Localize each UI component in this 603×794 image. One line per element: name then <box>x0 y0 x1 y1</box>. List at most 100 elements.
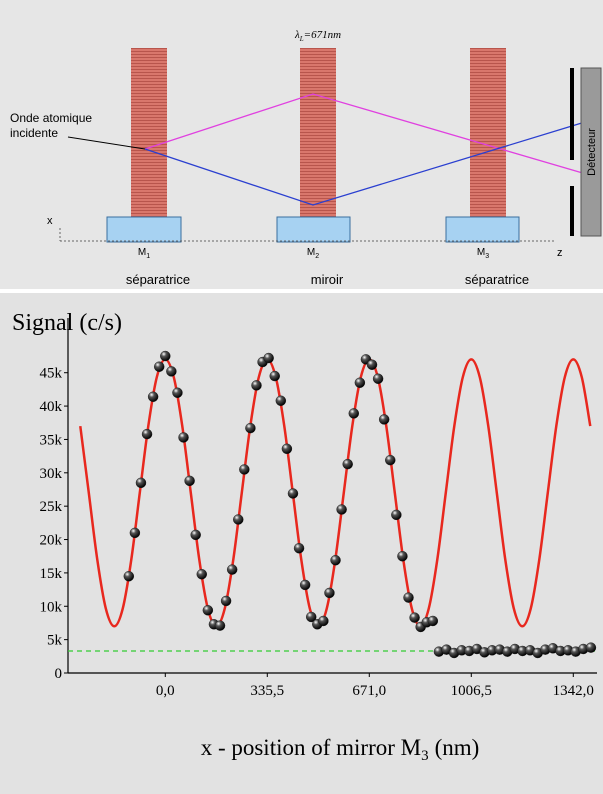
data-point <box>190 529 201 541</box>
data-point <box>403 592 414 603</box>
mirror-label: M1 <box>138 247 150 260</box>
data-point <box>166 366 177 377</box>
subscript: 3 <box>485 253 489 260</box>
symbol: λ <box>294 29 300 41</box>
data-point <box>202 605 214 616</box>
y-tick-label: 35k <box>40 432 63 448</box>
data-point <box>293 543 305 554</box>
data-point <box>251 380 262 391</box>
x-tick-label: 0,0 <box>156 683 175 699</box>
value: =671nm <box>304 29 341 41</box>
axis-z-label: z <box>557 247 563 259</box>
divider <box>0 289 603 293</box>
subscript: 1 <box>146 253 150 260</box>
x-tick-label: 671,0 <box>352 683 386 699</box>
data-point <box>178 432 189 443</box>
data-point <box>141 428 153 440</box>
laser-beam <box>470 48 506 218</box>
path-lower <box>144 121 586 206</box>
detector-label: Détecteur <box>586 128 598 176</box>
mirror-block <box>445 216 520 243</box>
data-point <box>172 387 183 398</box>
laser-beam <box>131 48 167 218</box>
y-tick-label: 40k <box>40 399 63 415</box>
data-point <box>135 477 147 489</box>
data-point <box>397 551 408 562</box>
axis-x-label: x <box>47 215 53 227</box>
data-point <box>366 359 378 370</box>
y-tick-label: 45k <box>40 366 63 382</box>
data-point <box>391 509 402 521</box>
data-point <box>299 579 311 591</box>
label: M <box>477 247 485 258</box>
y-tick-label: 15k <box>40 566 63 582</box>
y-tick-label: 25k <box>40 499 63 515</box>
data-point <box>129 527 141 539</box>
detector-slit <box>570 68 574 160</box>
mirror-role: séparatrice <box>465 272 529 287</box>
label: M <box>138 247 146 258</box>
data-point <box>233 514 244 525</box>
wavelength-label: λL=671nm <box>294 29 341 43</box>
y-tick-label: 20k <box>40 533 63 549</box>
chart-title: Signal (c/s) <box>12 310 122 336</box>
data-point <box>306 611 317 623</box>
x-tick-label: 1006,5 <box>451 683 492 699</box>
data-point <box>385 454 396 466</box>
data-point <box>184 475 195 487</box>
data-point <box>281 443 293 454</box>
data-point <box>427 615 439 627</box>
data-point <box>263 352 274 364</box>
data-point <box>239 464 250 475</box>
data-point <box>354 377 366 388</box>
data-point <box>348 408 359 419</box>
mirror-role: miroir <box>311 272 344 287</box>
unit: (nm) <box>435 735 480 760</box>
detector <box>580 67 602 237</box>
mirror-label: M3 <box>477 247 489 260</box>
data-point <box>330 555 341 566</box>
data-point <box>378 414 390 425</box>
mirror-role: séparatrice <box>126 272 190 287</box>
chart-background <box>0 293 603 794</box>
detector-slit <box>570 186 574 236</box>
interferometer-diagram: λL=671nm Onde atomique incidente x z Dét… <box>0 0 603 293</box>
laser-beam <box>300 48 336 218</box>
x-tick-label: 335,5 <box>250 683 284 699</box>
data-point <box>342 458 353 470</box>
incident-label: Onde atomique <box>10 111 92 125</box>
incident-label: incidente <box>10 126 58 140</box>
label: M <box>307 247 315 258</box>
data-point <box>318 615 329 627</box>
y-tick-label: 10k <box>40 599 63 615</box>
data-point <box>324 587 335 599</box>
subscript: 2 <box>315 253 319 260</box>
data-point <box>287 488 299 499</box>
y-tick-label: 30k <box>40 466 63 482</box>
x-tick-label: 1342,0 <box>553 683 594 699</box>
data-point <box>269 370 280 382</box>
mirror-block <box>276 216 351 243</box>
data-point <box>160 350 171 362</box>
data-point <box>214 620 226 631</box>
data-point <box>196 569 207 580</box>
text: x - position of mirror M <box>201 735 421 760</box>
data-point <box>585 642 597 653</box>
data-point <box>275 395 287 406</box>
mirror-label: M2 <box>307 247 319 260</box>
data-point <box>226 564 238 575</box>
y-tick-label: 5k <box>47 633 63 649</box>
subscript: L <box>299 35 304 43</box>
data-point <box>372 373 384 384</box>
plot-area <box>68 350 597 659</box>
data-point <box>154 361 165 372</box>
data-point <box>123 571 135 582</box>
data-point <box>409 612 420 623</box>
pointer <box>67 136 146 150</box>
mirror-block <box>106 216 182 243</box>
data-point <box>147 391 159 402</box>
y-tick-label: 0 <box>55 666 63 682</box>
x-axis-title: x - position of mirror M3 (nm) <box>201 735 480 764</box>
